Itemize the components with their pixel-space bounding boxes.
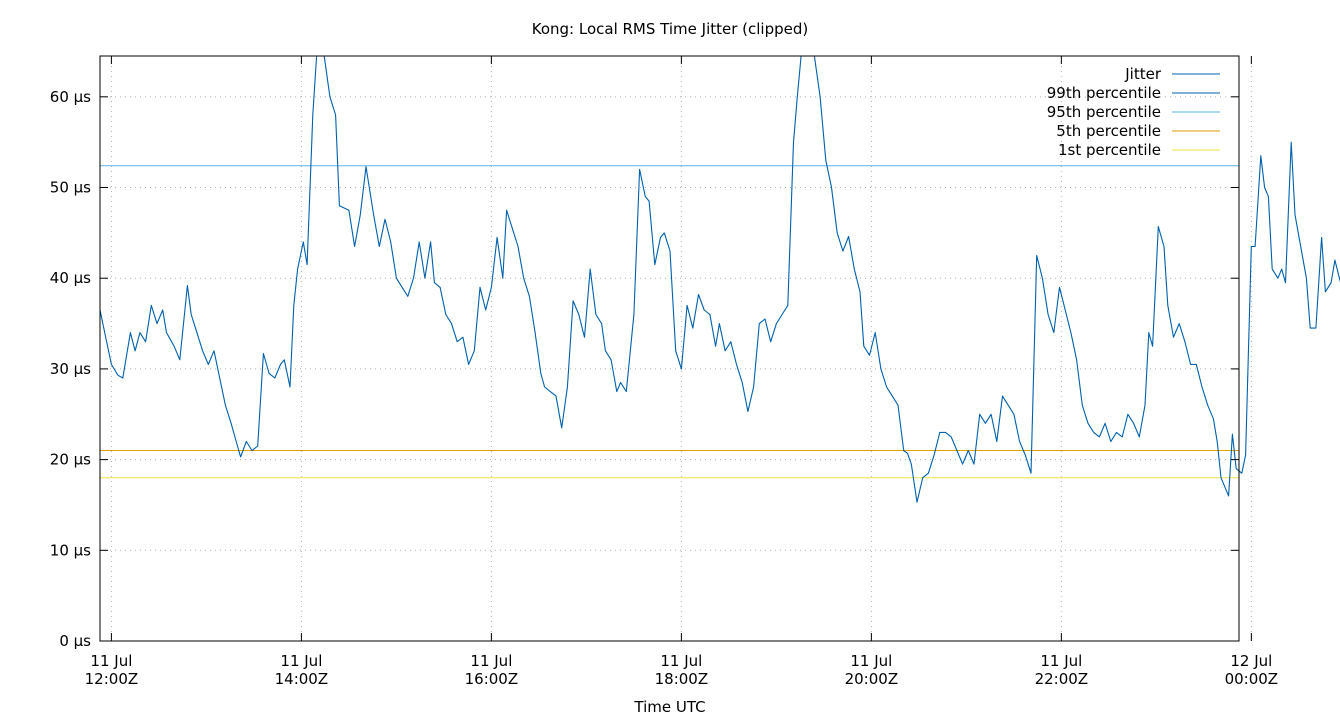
legend-label: 95th percentile xyxy=(1047,103,1161,121)
x-tick-label-time: 14:00Z xyxy=(275,670,329,688)
y-tick-label: 10 µs xyxy=(50,541,91,559)
jitter-line xyxy=(99,55,1340,503)
x-tick-label-date: 11 Jul xyxy=(470,652,512,670)
plot-border xyxy=(99,55,1240,642)
percentile-lines xyxy=(100,165,1239,479)
y-tick-label: 60 µs xyxy=(50,88,91,106)
jitter-series xyxy=(99,55,1340,503)
x-tick-label-time: 18:00Z xyxy=(655,670,709,688)
x-tick-label-time: 22:00Z xyxy=(1035,670,1089,688)
legend-label: 5th percentile xyxy=(1056,122,1161,140)
x-tick-label-time: 16:00Z xyxy=(465,670,519,688)
y-tick-label: 20 µs xyxy=(50,451,91,469)
x-tick-label-time: 12:00Z xyxy=(85,670,139,688)
y-tick-label: 40 µs xyxy=(50,269,91,287)
x-tick-label-date: 11 Jul xyxy=(850,652,892,670)
legend-label: 99th percentile xyxy=(1047,84,1161,102)
y-tick-label: 50 µs xyxy=(50,179,91,197)
axis-ticks: 0 µs 10 µs 20 µs 30 µs 40 µs 50 µs 60 µs 11 Jul… xyxy=(50,56,1279,688)
chart-title: Kong: Local RMS Time Jitter (clipped) xyxy=(532,20,809,38)
x-tick-label-date: 11 Jul xyxy=(280,652,322,670)
x-tick-label-time: 20:00Z xyxy=(845,670,899,688)
x-tick-label-date: 12 Jul xyxy=(1230,652,1272,670)
legend-label: Jitter xyxy=(1124,65,1162,83)
x-tick-label-time: 00:00Z xyxy=(1225,670,1279,688)
x-tick-label-date: 11 Jul xyxy=(660,652,702,670)
y-tick-label: 30 µs xyxy=(50,360,91,378)
x-axis-label: Time UTC xyxy=(633,698,705,716)
x-tick-label-date: 11 Jul xyxy=(1040,652,1082,670)
x-tick-label-date: 11 Jul xyxy=(90,652,132,670)
y-tick-label: 0 µs xyxy=(59,632,91,650)
legend-label: 1st percentile xyxy=(1058,141,1161,159)
